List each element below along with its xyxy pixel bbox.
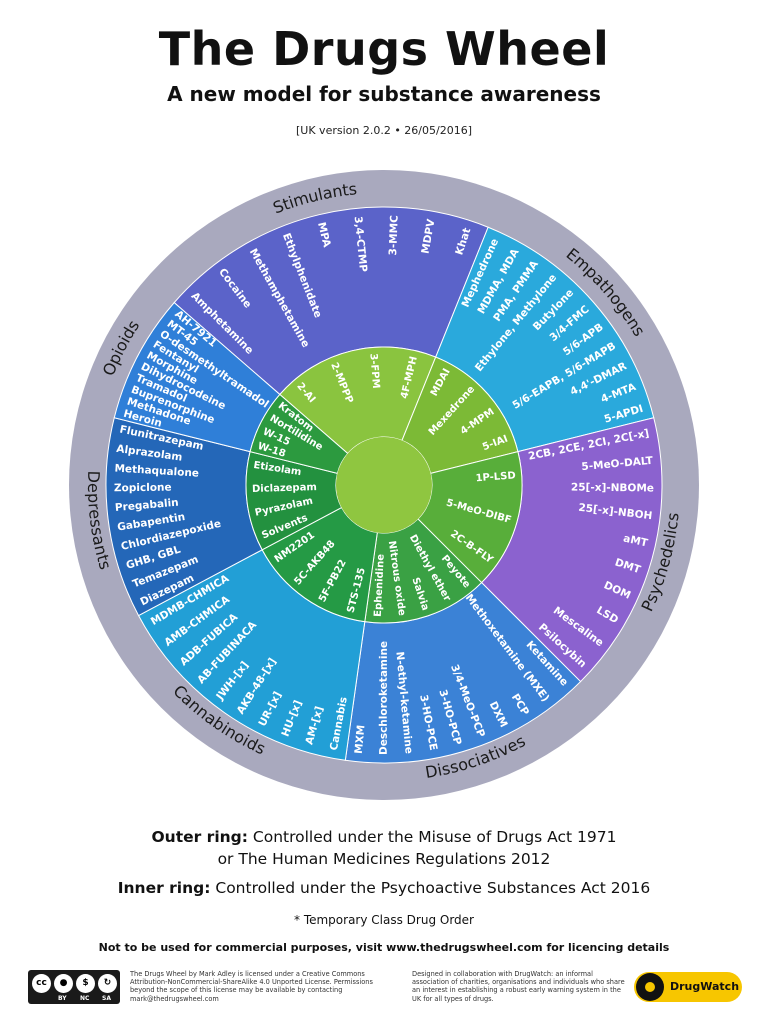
page-title: The Drugs Wheel [158,22,610,76]
legend-outer-line1: Outer ring: Controlled under the Misuse … [0,828,768,846]
legend-outer-line2: or The Human Medicines Regulations 2012 [217,850,551,868]
drug-label: MPA [315,221,333,249]
inner-drug-label: 1P-LSD [475,470,516,484]
cc-sa-icon: ↻ [98,974,117,993]
inner-drug-label: Ephenidine [373,554,387,618]
drug-label: aMT [622,532,650,549]
legend-inner-line: Inner ring: Controlled under the Psychoa… [0,879,768,897]
cc-sa-label: SA [102,995,111,1002]
drugs-wheel: AmphetamineCocaineMethamphetamineEthylph… [69,170,699,800]
cc-license-badge: cc ● $ ↻ BY NC SA [28,970,120,1004]
legend-outer-label: Outer ring: [151,828,248,846]
wheel-center [336,437,432,533]
disclaimer: Not to be used for commercial purposes, … [98,941,670,954]
legend-inner-text: Controlled under the Psychoactive Substa… [215,879,651,897]
cc-nc-label: NC [80,995,90,1002]
drug-label: Methaqualone [114,463,199,480]
drug-label: MXM [353,724,368,754]
drug-label: 3-MMC [387,215,401,256]
collaboration-text: Designed in collaboration with DrugWatch… [412,970,625,1003]
cc-icon: cc [32,974,51,993]
drug-label: Deschloroketamine [378,641,390,755]
version-label: [UK version 2.0.2 • 26/05/2016] [296,124,472,137]
drugwatch-logo: DrugWatch [634,972,742,1002]
inner-drug-label: Diclazepam [252,482,317,495]
legend-outer-text: Controlled under the Misuse of Drugs Act… [252,828,617,846]
drugwatch-eye-icon [636,973,664,1001]
drug-label: 3,4-CTMP [352,216,369,273]
license-text: The Drugs Wheel by Mark Adley is license… [130,970,373,1003]
cc-by-icon: ● [54,974,73,993]
legend-inner-label: Inner ring: [117,879,211,897]
sector-psychedelics: 2CB, 2CE, 2CI, 2C[-x]5-MeO-DALT25[-x]-NB… [480,417,663,683]
drug-label: 25[-x]-NBOMe [571,481,654,494]
drug-label: Zopiclone [114,482,172,495]
cc-nc-icon: $ [76,974,95,993]
drug-label: Pregabalin [114,497,179,514]
page-subtitle: A new model for substance awareness [167,82,601,106]
inner-drug-label: 3-FPM [367,353,381,389]
drugwatch-logo-text: DrugWatch [670,980,740,993]
temporary-note: * Temporary Class Drug Order [294,913,474,927]
cc-by-label: BY [58,995,67,1002]
